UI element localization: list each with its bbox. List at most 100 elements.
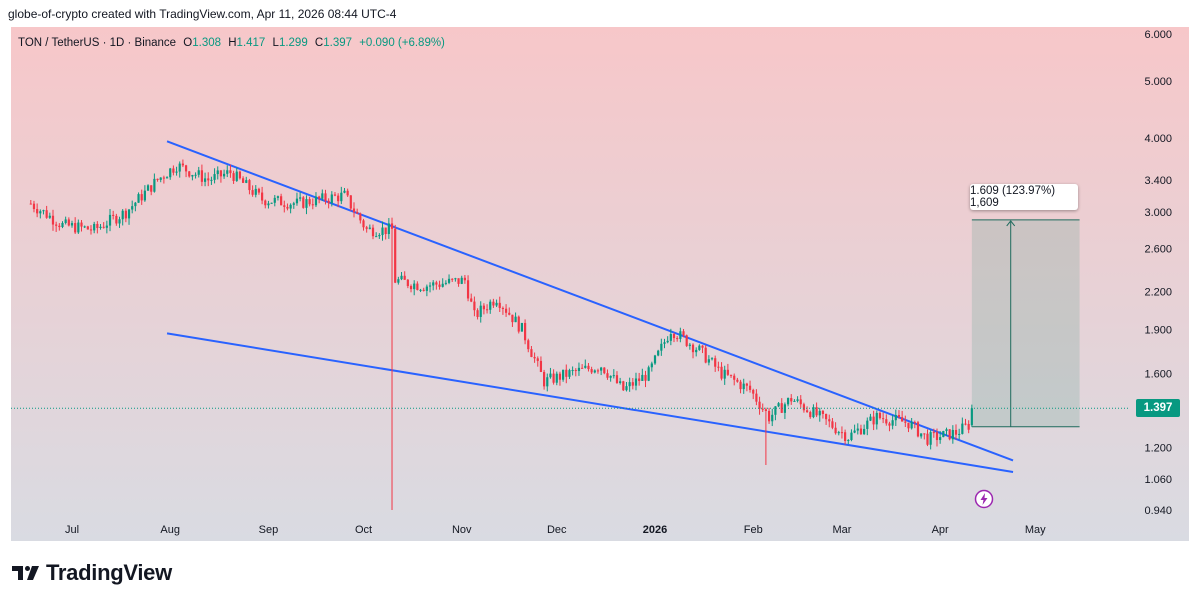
candle-body bbox=[172, 168, 175, 173]
candle-body bbox=[767, 410, 771, 422]
candle-body bbox=[390, 223, 394, 229]
candle-body bbox=[954, 429, 958, 435]
candle-body bbox=[188, 171, 191, 177]
candle-body bbox=[745, 383, 748, 386]
candle-body bbox=[466, 280, 470, 299]
candle-body bbox=[137, 194, 140, 203]
candle-body bbox=[682, 331, 685, 336]
flash-icon[interactable] bbox=[974, 489, 994, 509]
candle-body bbox=[929, 432, 932, 445]
candle-body bbox=[216, 170, 219, 175]
candle-body bbox=[885, 419, 888, 424]
candle-body bbox=[872, 416, 875, 425]
candle-body bbox=[650, 363, 653, 368]
candle-body bbox=[184, 165, 188, 172]
candle-body bbox=[961, 423, 964, 434]
candle-body bbox=[523, 322, 527, 341]
candle-body bbox=[688, 344, 691, 346]
candle-body bbox=[606, 373, 609, 378]
candle-body bbox=[514, 316, 517, 323]
candle-body bbox=[425, 286, 428, 291]
candle-body bbox=[362, 220, 365, 228]
candle-body bbox=[701, 345, 704, 348]
candle-body bbox=[409, 286, 413, 290]
candle-body bbox=[622, 381, 625, 391]
candle-body bbox=[321, 193, 324, 199]
candle-body bbox=[219, 170, 223, 177]
candle-body bbox=[723, 369, 726, 379]
close-label: C bbox=[314, 37, 324, 49]
candle-body bbox=[352, 208, 356, 213]
candle-body bbox=[913, 422, 916, 424]
open-value: 1.308 bbox=[192, 37, 222, 49]
candle-body bbox=[587, 365, 590, 370]
candle-body bbox=[970, 408, 973, 426]
candle-body bbox=[634, 378, 638, 386]
candle-body bbox=[907, 422, 910, 429]
x-tick-label: Oct bbox=[355, 524, 372, 536]
candle-body bbox=[710, 358, 714, 360]
candle-body bbox=[86, 226, 89, 230]
candle-body bbox=[805, 410, 809, 413]
candle-body bbox=[89, 229, 93, 231]
candle-body bbox=[619, 381, 622, 383]
y-tick-label: 6.000 bbox=[1144, 29, 1172, 41]
candle-body bbox=[241, 178, 245, 183]
candle-body bbox=[679, 331, 682, 339]
candle-body bbox=[61, 222, 64, 228]
candle-body bbox=[958, 433, 961, 435]
x-tick-label: May bbox=[1025, 524, 1046, 536]
candle-body bbox=[603, 367, 606, 374]
chart-credit: globe-of-crypto created with TradingView… bbox=[8, 7, 397, 21]
candle-body bbox=[527, 340, 530, 350]
x-tick-label: Dec bbox=[547, 524, 567, 536]
tradingview-branding[interactable]: TradingView bbox=[12, 560, 172, 586]
candle-body bbox=[346, 190, 349, 196]
candle-body bbox=[460, 277, 463, 284]
candle-body bbox=[520, 322, 524, 332]
candle-body bbox=[368, 227, 371, 229]
candle-body bbox=[451, 278, 454, 280]
candle-body bbox=[378, 235, 381, 237]
candle-body bbox=[470, 298, 473, 302]
candle-body bbox=[96, 223, 99, 228]
candle-body bbox=[866, 420, 869, 429]
candle-body bbox=[422, 289, 425, 291]
candle-body bbox=[115, 215, 118, 224]
y-tick-label: 1.200 bbox=[1144, 442, 1172, 454]
candle-body bbox=[150, 185, 153, 192]
candle-body bbox=[406, 279, 409, 287]
candle-body bbox=[159, 177, 162, 180]
x-tick-label: Jul bbox=[65, 524, 79, 536]
candle-body bbox=[495, 302, 498, 306]
candle-body bbox=[387, 223, 390, 235]
measure-label[interactable]: 1.609 (123.97%) 1,609 bbox=[970, 184, 1078, 210]
candle-body bbox=[707, 359, 710, 363]
candle-body bbox=[203, 178, 207, 182]
candle-body bbox=[333, 194, 337, 196]
candle-body bbox=[669, 334, 672, 341]
candle-body bbox=[859, 428, 863, 435]
candle-body bbox=[245, 180, 248, 183]
candle-body bbox=[229, 170, 232, 174]
candle-body bbox=[330, 194, 333, 204]
candle-body bbox=[596, 370, 600, 372]
candle-body bbox=[834, 427, 837, 434]
candle-body bbox=[308, 199, 311, 205]
candle-body bbox=[638, 378, 641, 381]
candle-body bbox=[70, 223, 74, 226]
candle-body bbox=[533, 356, 536, 359]
candle-body bbox=[280, 196, 283, 206]
candle-body bbox=[222, 173, 226, 177]
candle-body bbox=[479, 305, 482, 317]
candle-body bbox=[967, 423, 970, 430]
candle-body bbox=[375, 236, 378, 238]
candle-body bbox=[432, 282, 435, 286]
candle-body bbox=[799, 399, 802, 405]
x-tick-label: Mar bbox=[832, 524, 851, 536]
candle-body bbox=[571, 370, 574, 372]
candle-body bbox=[850, 432, 853, 441]
candle-body bbox=[824, 413, 828, 420]
symbol-label[interactable]: TON / TetherUS · 1D · Binance bbox=[18, 37, 177, 49]
